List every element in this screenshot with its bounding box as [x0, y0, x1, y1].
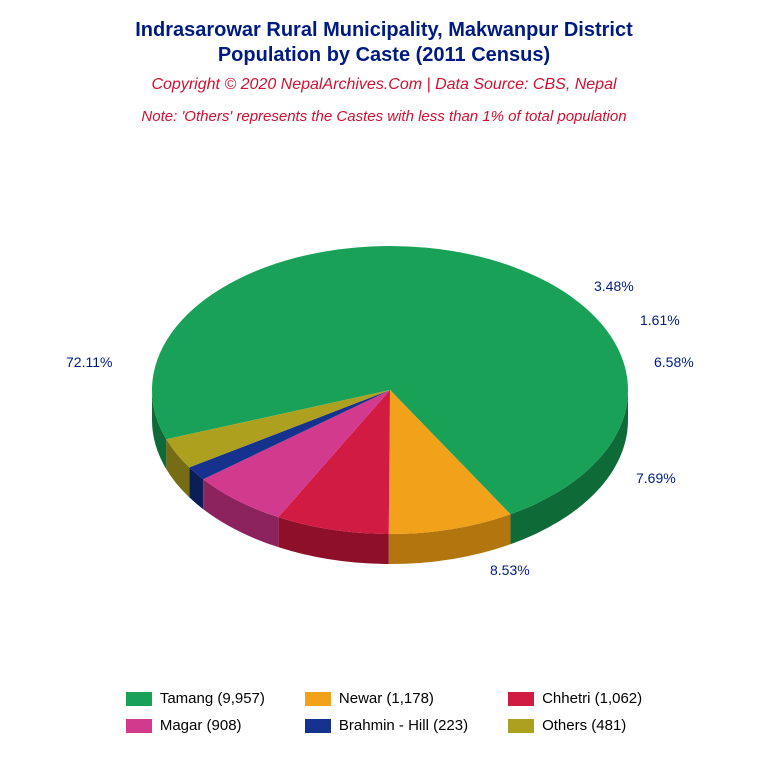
legend-swatch: [305, 692, 331, 706]
legend-label: Magar (908): [160, 717, 242, 734]
legend-item: Chhetri (1,062): [508, 690, 642, 707]
title-block: Indrasarowar Rural Municipality, Makwanp…: [0, 0, 768, 125]
slice-percent-label: 7.69%: [636, 470, 676, 486]
slice-percent-label: 72.11%: [66, 354, 112, 370]
chart-subtitle: Copyright © 2020 NepalArchives.Com | Dat…: [0, 76, 768, 94]
title-line-1: Indrasarowar Rural Municipality, Makwanp…: [135, 19, 633, 41]
legend-label: Chhetri (1,062): [542, 690, 642, 707]
legend-item: Brahmin - Hill (223): [305, 717, 468, 734]
chart-note: Note: 'Others' represents the Castes wit…: [0, 108, 768, 125]
legend-item: Newar (1,178): [305, 690, 468, 707]
slice-percent-label: 6.58%: [654, 354, 694, 370]
legend-label: Brahmin - Hill (223): [339, 717, 468, 734]
legend-label: Others (481): [542, 717, 626, 734]
legend-swatch: [126, 692, 152, 706]
legend-item: Magar (908): [126, 717, 265, 734]
title-line-2: Population by Caste (2011 Census): [218, 44, 550, 66]
slice-percent-label: 3.48%: [594, 278, 634, 294]
pie-svg: [0, 170, 768, 610]
legend-item: Others (481): [508, 717, 642, 734]
legend-swatch: [508, 692, 534, 706]
chart-title: Indrasarowar Rural Municipality, Makwanp…: [0, 18, 768, 68]
legend-label: Tamang (9,957): [160, 690, 265, 707]
slice-percent-label: 1.61%: [640, 312, 680, 328]
legend-swatch: [508, 719, 534, 733]
slice-percent-label: 8.53%: [490, 562, 530, 578]
legend-label: Newar (1,178): [339, 690, 434, 707]
legend-item: Tamang (9,957): [126, 690, 265, 707]
pie-chart: 72.11% 8.53% 7.69% 6.58% 1.61% 3.48%: [0, 170, 768, 610]
legend-swatch: [126, 719, 152, 733]
legend-swatch: [305, 719, 331, 733]
legend: Tamang (9,957) Newar (1,178) Chhetri (1,06…: [0, 690, 768, 734]
